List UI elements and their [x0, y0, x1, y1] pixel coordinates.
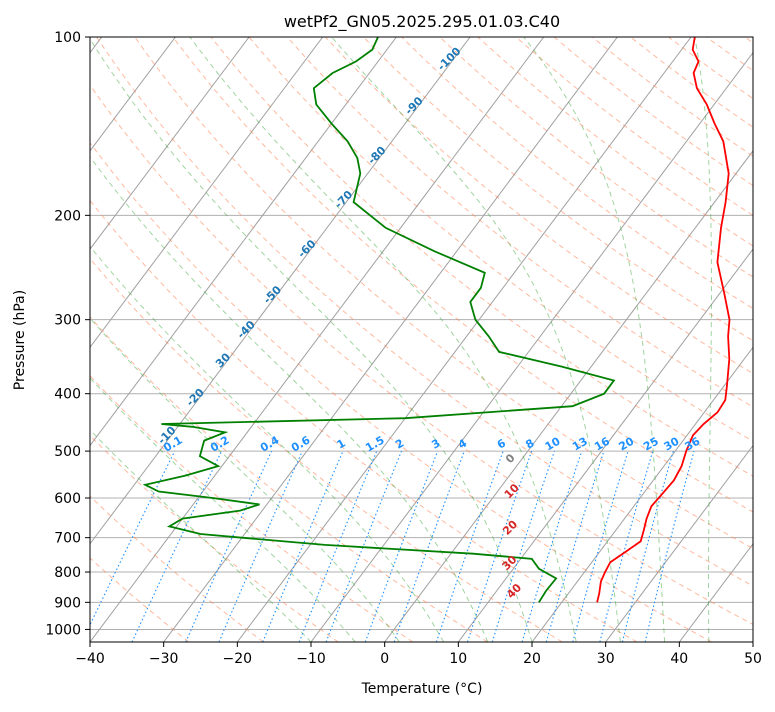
dry-adiabat-label: -100: [435, 44, 464, 73]
mixing-ratio-line: [394, 451, 464, 642]
y-tick-label: 900: [54, 595, 81, 611]
x-axis-title: Temperature (°C): [361, 681, 483, 697]
isotherm-line: [0, 37, 396, 642]
mixing-ratio-line: [436, 451, 503, 642]
y-tick-label: 500: [54, 444, 81, 460]
dry-adiabat-line: [554, 37, 775, 642]
dry-adiabat-label: -70: [332, 188, 355, 211]
isotherm-line: [90, 37, 544, 642]
mixing-ratio-label: 3: [429, 437, 442, 452]
dry-adiabat-line: [135, 37, 775, 642]
mixing-ratio-label: 2: [393, 437, 406, 452]
isotherm-line: [237, 37, 691, 642]
mixing-ratio-line: [132, 451, 222, 642]
moist-adiabat-line: [89, 37, 532, 642]
dry-adiabat-label: -20: [184, 386, 207, 409]
dry-adiabat-line: [0, 37, 264, 642]
moist-adiabat-line: [0, 37, 355, 642]
chart-title: wetPf2_GN05.2025.295.01.03.C40: [284, 12, 560, 32]
mixing-ratio-line: [522, 451, 582, 642]
x-tick-label: −30: [149, 651, 179, 667]
y-axis-title: Pressure (hPa): [12, 290, 28, 390]
mixing-ratio-line: [600, 451, 653, 642]
mixing-ratio-line: [546, 451, 604, 642]
y-tick-label: 300: [54, 313, 81, 329]
dry-adiabat-line: [0, 37, 413, 642]
mixing-ratio-label: 1: [335, 437, 348, 452]
y-tick-label: 200: [54, 208, 81, 224]
x-tick-label: −20: [223, 651, 253, 667]
x-tick-label: −10: [296, 651, 326, 667]
dry-adiabat-line: [669, 37, 775, 642]
y-tick-label: 700: [54, 531, 81, 547]
x-tick-label: 20: [523, 651, 541, 667]
mixing-ratio-line: [263, 451, 343, 642]
y-tick-label: 800: [54, 565, 81, 581]
mixing-ratio-line: [645, 451, 694, 642]
mixing-ratio-label: 6: [495, 436, 508, 451]
moist-adiabat-line: [524, 37, 665, 642]
x-tick-label: 40: [670, 651, 688, 667]
moist-adiabat-line: [190, 37, 576, 642]
y-tick-label: 100: [54, 30, 81, 46]
moist-adiabat-label: 40: [504, 581, 524, 601]
dry-adiabat-label: -40: [235, 318, 258, 341]
y-tick-label: 400: [54, 387, 81, 403]
dry-adiabat-line: [0, 37, 562, 642]
y-tick-label: 1000: [45, 622, 81, 638]
mixing-ratio-line: [82, 451, 175, 642]
y-tick-label: 600: [54, 491, 81, 507]
isotherm-line: [532, 37, 775, 642]
dry-adiabat-line: [20, 37, 711, 642]
x-tick-label: −40: [75, 651, 105, 667]
isotherm-line: [753, 37, 775, 642]
isotherm-line: [0, 37, 249, 642]
dry-adiabat-line: [745, 37, 775, 642]
isotherm-line: [0, 37, 323, 642]
dry-adiabat-line: [325, 37, 775, 642]
x-tick-label: 50: [744, 651, 762, 667]
x-tick-label: 10: [449, 651, 467, 667]
mixing-ratio-line: [468, 451, 532, 642]
moist-adiabat-line: [0, 37, 311, 642]
adiabat-labels: -100-90-80-70-60-50-4030-20-100102030400…: [155, 44, 702, 601]
x-tick-label: 0: [380, 651, 389, 667]
mixing-ratio-line: [622, 451, 673, 642]
isotherm-line: [164, 37, 618, 642]
mixing-ratio-line: [365, 451, 437, 642]
dry-adiabat-line: [287, 37, 775, 642]
moist-adiabat-line: [0, 37, 399, 642]
mixing-ratio-label: 4: [456, 436, 469, 451]
moist-adiabat-label: 0: [503, 451, 518, 466]
moist-adiabat-line: [0, 37, 444, 642]
dry-adiabat-line: [402, 37, 775, 642]
dry-adiabat-label: 30: [213, 350, 233, 370]
dry-adiabat-label: -50: [261, 283, 284, 306]
x-tick-label: 30: [597, 651, 615, 667]
dry-adiabat-label: -60: [295, 237, 318, 260]
mixing-ratio-line: [573, 451, 628, 642]
dry-adiabat-label: -90: [402, 94, 425, 117]
dry-adiabat-line: [0, 37, 189, 642]
background-lines: [0, 37, 775, 642]
isotherm-line: [679, 37, 775, 642]
